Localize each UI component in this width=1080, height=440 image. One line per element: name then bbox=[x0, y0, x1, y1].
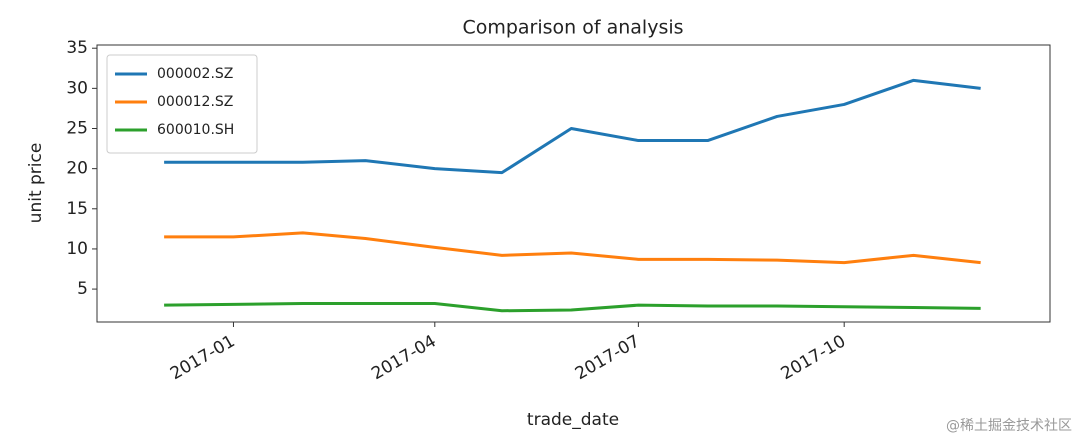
y-tick-label: 35 bbox=[66, 38, 88, 58]
y-tick-label: 20 bbox=[66, 159, 88, 179]
legend-label: 600010.SH bbox=[157, 122, 234, 138]
y-tick-label: 25 bbox=[66, 119, 88, 139]
series-line bbox=[164, 302, 981, 313]
legend-label: 000002.SZ bbox=[157, 66, 233, 82]
chart-title: Comparison of analysis bbox=[462, 17, 683, 39]
series-line bbox=[164, 231, 981, 265]
y-tick-label: 15 bbox=[66, 199, 88, 219]
y-tick-label: 10 bbox=[66, 239, 88, 259]
y-axis-label: unit price bbox=[26, 143, 46, 224]
x-axis-label: trade_date bbox=[527, 410, 619, 430]
series-line bbox=[164, 78, 981, 175]
plot-frame bbox=[96, 44, 1051, 323]
legend-label: 000012.SZ bbox=[157, 94, 233, 110]
watermark: @稀土掘金技术社区 bbox=[946, 418, 1072, 434]
y-tick-label: 30 bbox=[66, 78, 88, 98]
y-tick-label: 5 bbox=[77, 279, 88, 299]
